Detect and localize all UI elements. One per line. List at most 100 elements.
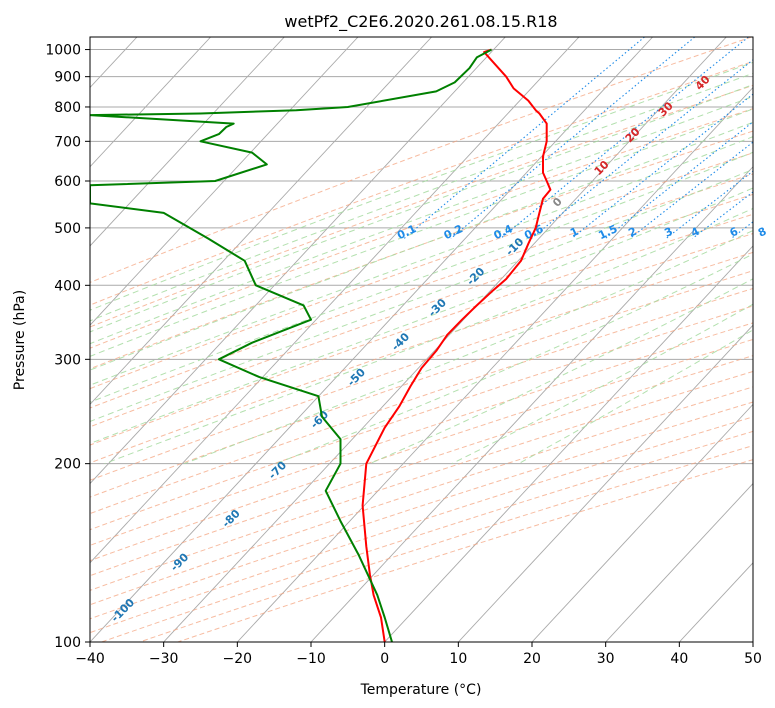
dry-adiabat xyxy=(90,193,753,428)
isotherm xyxy=(90,37,359,326)
mixing-ratio-label: 8 xyxy=(756,225,768,240)
y-tick-label: 900 xyxy=(54,70,81,86)
dry-adiabat xyxy=(90,84,753,328)
x-axis: −40 −30 −20 −10 0 10 20 30 40 50 xyxy=(75,642,762,667)
dry-adiabat xyxy=(177,459,753,642)
chart-title: wetPf2_C2E6.2020.261.08.15.R18 xyxy=(284,12,557,32)
dry-adiabat xyxy=(90,287,753,515)
x-tick-label: 50 xyxy=(744,651,762,667)
y-tick-label: 200 xyxy=(54,457,81,473)
dry-adiabat xyxy=(90,37,752,283)
dry-adiabat xyxy=(90,386,753,606)
dewpoint-profile xyxy=(90,48,492,642)
isotherm xyxy=(458,324,753,642)
y-tick-label: 800 xyxy=(54,100,81,116)
dry-adiabat xyxy=(90,251,753,481)
x-tick-label: 20 xyxy=(523,651,541,667)
series xyxy=(90,48,552,642)
temperature-profile xyxy=(361,48,552,642)
adiabat-label: -100 xyxy=(109,596,138,625)
moist-adiabat xyxy=(90,121,753,371)
mixing-ratio-line xyxy=(531,59,753,239)
dry-adiabat xyxy=(90,270,753,498)
adiabat-label: -20 xyxy=(464,265,487,288)
y-tick-label: 700 xyxy=(54,134,81,150)
mixing-ratio-label: 0.4 xyxy=(492,222,515,242)
x-axis-label: Temperature (°C) xyxy=(360,682,482,698)
mixing-ratio-line xyxy=(760,37,775,238)
y-tick-label: 400 xyxy=(54,278,81,294)
mixing-ratio-label: 0.1 xyxy=(395,222,418,242)
dry-adiabat xyxy=(139,445,753,642)
dry-adiabat xyxy=(90,305,753,531)
background-lines xyxy=(90,37,775,642)
mixing-ratio-line xyxy=(665,170,753,239)
y-tick-label: 300 xyxy=(54,352,81,368)
y-tick-label: 100 xyxy=(54,635,81,651)
dry-adiabat xyxy=(90,233,753,464)
y-tick-label: 600 xyxy=(54,174,81,190)
adiabat-label: -80 xyxy=(220,507,243,530)
isotherm xyxy=(90,37,285,247)
dry-adiabat xyxy=(90,108,753,349)
mixing-ratio-line xyxy=(629,141,753,239)
x-tick-label: −30 xyxy=(149,651,179,667)
dry-adiabat xyxy=(101,430,753,642)
mixing-ratio-label: 0.2 xyxy=(442,222,465,242)
y-tick-label: 500 xyxy=(54,221,81,237)
x-tick-label: −20 xyxy=(223,651,253,667)
grid xyxy=(0,37,753,642)
isotherm xyxy=(0,37,63,642)
moist-adiabat xyxy=(184,229,753,465)
plot-frame xyxy=(89,36,754,643)
x-tick-label: −40 xyxy=(75,651,105,667)
moist-adiabat xyxy=(90,61,753,311)
moist-adiabat xyxy=(451,303,753,465)
x-tick-label: 30 xyxy=(597,651,615,667)
mixing-ratio-label: 3 xyxy=(662,225,674,240)
mixing-ratio-line xyxy=(571,93,753,239)
moist-adiabat xyxy=(518,329,753,465)
x-tick-label: 10 xyxy=(449,651,467,667)
mixing-ratio-line xyxy=(450,37,696,239)
dry-adiabat xyxy=(90,213,753,446)
dry-adiabat xyxy=(90,60,753,306)
isotherm xyxy=(605,482,753,642)
dry-adiabat xyxy=(90,322,753,546)
isotherm xyxy=(237,86,753,642)
isotherm xyxy=(90,37,506,485)
moist-adiabat xyxy=(90,187,753,445)
moist-adiabat xyxy=(90,168,753,423)
isotherm xyxy=(90,37,432,406)
adiabat-label: -40 xyxy=(389,330,412,353)
y-axis: 100 200 300 400 500 600 700 800 900 1000 xyxy=(45,43,90,651)
isotherm xyxy=(90,37,211,168)
isotherm xyxy=(752,641,753,642)
y-tick-label: 1000 xyxy=(45,43,81,59)
moist-adiabat xyxy=(90,136,753,386)
isotherm xyxy=(679,562,753,642)
isotherm xyxy=(90,37,580,564)
dry-adiabat xyxy=(90,130,753,370)
dry-adiabat xyxy=(90,152,753,390)
x-tick-label: 0 xyxy=(380,651,389,667)
moist-adiabat xyxy=(369,278,753,465)
isotherm xyxy=(90,37,653,642)
dry-adiabat xyxy=(90,338,753,562)
moist-adiabat xyxy=(90,95,753,345)
dry-adiabat xyxy=(90,173,753,409)
adiabat-label: 0 xyxy=(550,195,565,210)
adiabat-label: -70 xyxy=(266,458,289,481)
dry-adiabat xyxy=(90,355,753,577)
x-tick-label: −10 xyxy=(296,651,326,667)
adiabat-label: 20 xyxy=(623,125,643,145)
isotherm xyxy=(384,245,753,642)
y-axis-label: Pressure (hPa) xyxy=(12,290,28,390)
isotherm xyxy=(531,403,753,642)
mixing-ratio-label: 1 xyxy=(568,225,580,240)
moist-adiabat xyxy=(90,151,753,403)
moist-adiabat xyxy=(104,207,753,465)
moist-adiabat xyxy=(90,108,753,357)
dry-adiabat xyxy=(90,370,753,591)
